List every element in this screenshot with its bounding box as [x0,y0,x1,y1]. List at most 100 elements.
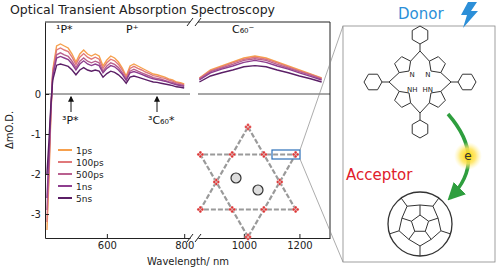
atom-label: NH [407,86,418,94]
tick-label: 1200 [287,240,312,251]
bond [451,82,458,83]
legend-swatch [58,185,72,187]
annotation-arrow [71,97,72,112]
mof-guest [231,173,241,183]
mof-node [231,206,234,209]
fullerene-face [411,215,428,231]
mof-node [199,210,202,213]
tick-mark [184,234,185,238]
mof-node [294,155,297,158]
fullerene-bond [429,218,439,221]
legend-label: 500ps [76,170,104,180]
frame-line [330,22,331,238]
bond [389,73,399,82]
fullerene-bond [441,231,451,234]
zoom-box [343,26,495,262]
series-line [47,44,184,230]
tick: 600 [98,234,117,251]
tick: 1000 [232,234,257,251]
fullerene-bond [402,218,412,221]
series-line [199,57,321,78]
axis-line [199,238,331,239]
zoom-line [300,26,343,150]
tick: 1200 [287,234,312,251]
fullerene-bond [425,231,431,239]
mof-node [247,128,250,131]
plot-area [199,56,321,82]
fullerene-face [399,205,441,246]
tick-label: 800 [175,240,194,251]
chart-title: Optical Transient Absorption Spectroscop… [10,2,276,17]
atom-label: N [410,71,415,79]
mof-node [262,155,265,158]
y-axis-title: ΔmO.D. [4,111,15,149]
annotation: ³C₆₀* [148,114,175,127]
fullerene-bond [390,231,400,234]
axis-break [195,234,201,242]
frame-line [198,22,330,23]
phenyl-ring [412,26,428,44]
x-axis: 600 800 [46,234,195,251]
bond [441,82,451,91]
tick-mark [45,174,49,175]
legend: 1ps100ps500ps1ns5ns [58,146,104,204]
fullerene-bond [409,231,415,239]
fullerene-outline [388,192,452,256]
legend-swatch [58,173,72,175]
tick-label: -2 [31,169,41,180]
electron-glow [454,142,482,170]
mof-node [262,210,265,213]
tick-label: 600 [98,240,117,251]
tick-mark [107,234,108,238]
mof-node [247,234,250,237]
bond [389,82,399,91]
mof-node [262,151,265,154]
fullerene-bond [433,198,439,206]
annotation: P⁺ [126,23,139,36]
mof-node [215,183,218,186]
annotation: C₆₀⁻ [232,23,255,36]
mof-node [294,151,297,154]
electron-label: e [464,149,471,163]
mof-node [231,151,234,154]
atom-label: N [425,71,430,79]
legend-item: 100ps [58,158,104,168]
mof-node [215,179,218,182]
bond [382,82,389,83]
mof-node [262,206,265,209]
fullerene [388,192,452,256]
bond [411,51,420,61]
mof-node [294,210,297,213]
mof-node [199,206,202,209]
axis-break [195,18,201,26]
annotation: ¹P* [56,23,73,36]
fullerene-bond [401,198,407,206]
bond [420,113,421,120]
pyrrole-ring [395,57,411,73]
mof-guest [253,185,263,195]
axis-break [187,18,193,26]
annotation-arrow [157,97,158,112]
zero-line [198,94,330,95]
figure: Optical Transient Absorption Spectroscop… [0,0,500,270]
mof-node [199,155,202,158]
bond [441,73,451,82]
mof-node [278,179,281,182]
legend-label: 1ps [76,146,92,156]
tick-mark [45,214,49,215]
tick: -3 [31,209,49,220]
fullerene-bond [420,205,421,215]
series-line [199,66,321,82]
mof-node [294,206,297,209]
tick: -2 [31,169,49,180]
tick: 800 [175,234,194,251]
legend-item: 5ns [58,194,92,204]
acceptor-label: Acceptor [346,166,413,184]
mof-framework [200,155,295,238]
legend-label: 5ns [76,194,92,204]
donor-label: Donor [398,5,444,23]
tick-mark [299,234,300,238]
phenyl-ring [364,74,382,90]
series-line [47,56,184,198]
mof-structure [197,124,299,241]
